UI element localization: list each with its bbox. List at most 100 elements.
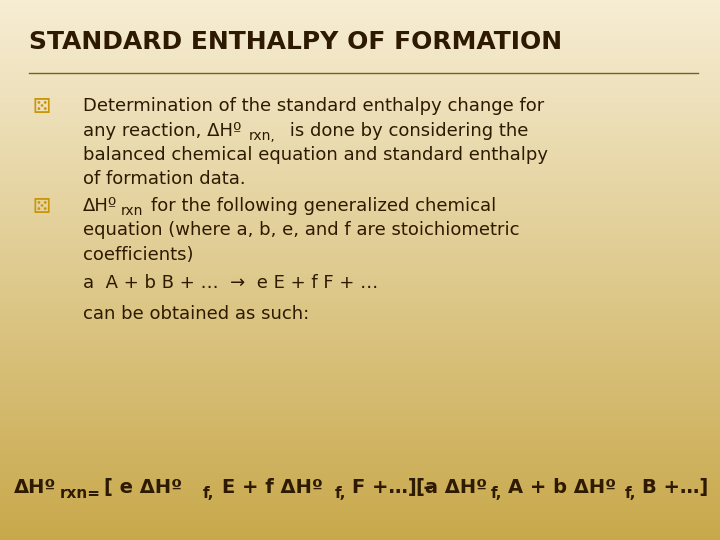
Bar	[0, 144, 720, 146]
Bar	[0, 421, 720, 423]
Bar	[0, 428, 720, 430]
Text: A + b ΔHº: A + b ΔHº	[508, 478, 616, 497]
Bar	[0, 101, 720, 103]
Bar	[0, 238, 720, 239]
Bar	[0, 106, 720, 108]
Bar	[0, 529, 720, 531]
Text: for the following generalized chemical: for the following generalized chemical	[151, 197, 497, 215]
Bar	[0, 182, 720, 184]
Bar	[0, 315, 720, 317]
Bar	[0, 380, 720, 382]
Bar	[0, 153, 720, 155]
Bar	[0, 405, 720, 407]
Bar	[0, 25, 720, 27]
Bar	[0, 515, 720, 517]
Bar	[0, 393, 720, 394]
Bar	[0, 410, 720, 412]
Bar	[0, 178, 720, 180]
Bar	[0, 502, 720, 504]
Bar	[0, 468, 720, 470]
Bar	[0, 248, 720, 250]
Bar	[0, 220, 720, 221]
Bar	[0, 351, 720, 353]
Bar	[0, 335, 720, 336]
Text: ⚄: ⚄	[32, 97, 50, 117]
Bar	[0, 363, 720, 366]
Bar	[0, 282, 720, 285]
Bar	[0, 427, 720, 428]
Bar	[0, 520, 720, 522]
Bar	[0, 66, 720, 69]
Bar	[0, 126, 720, 128]
Bar	[0, 266, 720, 268]
Bar	[0, 484, 720, 486]
Bar	[0, 369, 720, 371]
Bar	[0, 407, 720, 409]
Bar	[0, 227, 720, 228]
Text: rxn: rxn	[121, 204, 143, 218]
Bar	[0, 90, 720, 92]
Bar	[0, 447, 720, 448]
Bar	[0, 490, 720, 491]
Bar	[0, 501, 720, 502]
Text: E + f ΔHº: E + f ΔHº	[222, 478, 323, 497]
Text: f,: f,	[335, 486, 346, 501]
Bar	[0, 497, 720, 498]
Bar	[0, 42, 720, 43]
Bar	[0, 304, 720, 306]
Bar	[0, 313, 720, 315]
Bar	[0, 474, 720, 475]
Bar	[0, 193, 720, 194]
Bar	[0, 142, 720, 144]
Bar	[0, 511, 720, 513]
Bar	[0, 22, 720, 23]
Bar	[0, 31, 720, 32]
Text: coefficients): coefficients)	[83, 246, 193, 264]
Bar	[0, 430, 720, 432]
Bar	[0, 241, 720, 243]
Text: can be obtained as such:: can be obtained as such:	[83, 305, 309, 323]
Bar	[0, 508, 720, 509]
Bar	[0, 320, 720, 322]
Bar	[0, 466, 720, 468]
Bar	[0, 169, 720, 171]
Bar	[0, 228, 720, 231]
Bar	[0, 174, 720, 177]
Bar	[0, 104, 720, 106]
Text: [ e ΔHº: [ e ΔHº	[104, 478, 183, 497]
Bar	[0, 518, 720, 520]
Bar	[0, 339, 720, 340]
Bar	[0, 295, 720, 297]
Bar	[0, 279, 720, 281]
Bar	[0, 113, 720, 115]
Bar	[0, 151, 720, 153]
Bar	[0, 166, 720, 167]
Bar	[0, 103, 720, 104]
Bar	[0, 378, 720, 380]
Bar	[0, 187, 720, 189]
Bar	[0, 96, 720, 97]
Bar	[0, 452, 720, 454]
Bar	[0, 207, 720, 209]
Bar	[0, 477, 720, 479]
Bar	[0, 479, 720, 481]
Bar	[0, 525, 720, 528]
Bar	[0, 423, 720, 425]
Bar	[0, 398, 720, 400]
Bar	[0, 212, 720, 214]
Bar	[0, 47, 720, 49]
Text: balanced chemical equation and standard enthalpy: balanced chemical equation and standard …	[83, 146, 548, 164]
Bar	[0, 274, 720, 275]
Bar	[0, 223, 720, 225]
Bar	[0, 245, 720, 247]
Bar	[0, 123, 720, 124]
Bar	[0, 488, 720, 490]
Bar	[0, 140, 720, 142]
Bar	[0, 425, 720, 427]
Bar	[0, 52, 720, 54]
Bar	[0, 221, 720, 223]
Bar	[0, 434, 720, 436]
Bar	[0, 522, 720, 524]
Bar	[0, 414, 720, 416]
Bar	[0, 486, 720, 488]
